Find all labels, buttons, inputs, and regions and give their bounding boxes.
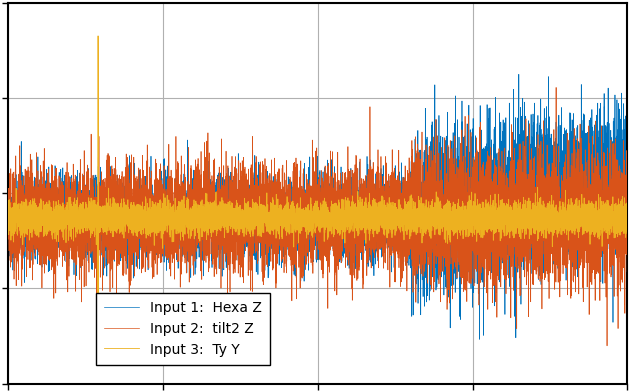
Input 3:  Ty Y: (1e+04, -0.0114): Ty Y: (1e+04, -0.0114) xyxy=(623,218,630,222)
Input 1:  Hexa Z: (45, -0.0864): Hexa Z: (45, -0.0864) xyxy=(8,230,15,235)
Input 2:  tilt2 Z: (598, 0.0432): tilt2 Z: (598, 0.0432) xyxy=(42,209,49,213)
Line: Input 3:  Ty Y: Input 3: Ty Y xyxy=(8,36,627,342)
Input 2:  tilt2 Z: (9.47e+03, -0.205): tilt2 Z: (9.47e+03, -0.205) xyxy=(591,250,598,254)
Input 1:  Hexa Z: (1.96e+03, -0.00659): Hexa Z: (1.96e+03, -0.00659) xyxy=(126,217,134,221)
Input 1:  Hexa Z: (9.47e+03, 0.559): Hexa Z: (9.47e+03, 0.559) xyxy=(591,123,598,128)
Input 1:  Hexa Z: (414, 0.0399): Hexa Z: (414, 0.0399) xyxy=(30,209,38,214)
Input 3:  Ty Y: (1.96e+03, -6.13e-05): Ty Y: (1.96e+03, -6.13e-05) xyxy=(126,216,134,220)
Input 1:  Hexa Z: (0, 0.0596): Hexa Z: (0, 0.0596) xyxy=(4,206,12,211)
Input 3:  Ty Y: (414, -0.0454): Ty Y: (414, -0.0454) xyxy=(30,223,38,228)
Input 2:  tilt2 Z: (0, -0.102): tilt2 Z: (0, -0.102) xyxy=(4,232,12,237)
Input 3:  Ty Y: (1.45e+03, -0.75): Ty Y: (1.45e+03, -0.75) xyxy=(94,340,102,345)
Input 2:  tilt2 Z: (414, 0.000537): tilt2 Z: (414, 0.000537) xyxy=(30,216,38,220)
Input 1:  Hexa Z: (8.25e+03, 0.868): Hexa Z: (8.25e+03, 0.868) xyxy=(515,72,522,77)
Input 2:  tilt2 Z: (4.89e+03, 0.195): tilt2 Z: (4.89e+03, 0.195) xyxy=(307,183,314,188)
Input 2:  tilt2 Z: (8.85e+03, 0.788): tilt2 Z: (8.85e+03, 0.788) xyxy=(553,85,560,90)
Input 3:  Ty Y: (4.89e+03, -0.0357): Ty Y: (4.89e+03, -0.0357) xyxy=(307,221,315,226)
Input 2:  tilt2 Z: (45, 0.018): tilt2 Z: (45, 0.018) xyxy=(8,213,15,218)
Legend: Input 1:  Hexa Z, Input 2:  tilt2 Z, Input 3:  Ty Y: Input 1: Hexa Z, Input 2: tilt2 Z, Input… xyxy=(96,293,270,365)
Input 3:  Ty Y: (0, 0.0174): Ty Y: (0, 0.0174) xyxy=(4,213,12,218)
Input 3:  Ty Y: (9.47e+03, 0.0353): Ty Y: (9.47e+03, 0.0353) xyxy=(591,210,598,214)
Line: Input 1:  Hexa Z: Input 1: Hexa Z xyxy=(8,74,627,339)
Input 2:  tilt2 Z: (1e+04, -0.324): tilt2 Z: (1e+04, -0.324) xyxy=(623,269,630,274)
Line: Input 2:  tilt2 Z: Input 2: tilt2 Z xyxy=(8,87,627,346)
Input 3:  Ty Y: (1.45e+03, 1.1): Ty Y: (1.45e+03, 1.1) xyxy=(94,34,102,38)
Input 2:  tilt2 Z: (1.96e+03, 0.00267): tilt2 Z: (1.96e+03, 0.00267) xyxy=(126,215,134,220)
Input 1:  Hexa Z: (1e+04, 0.392): Hexa Z: (1e+04, 0.392) xyxy=(623,151,630,156)
Input 1:  Hexa Z: (7.61e+03, -0.732): Hexa Z: (7.61e+03, -0.732) xyxy=(476,337,483,342)
Input 1:  Hexa Z: (4.89e+03, 0.0273): Hexa Z: (4.89e+03, 0.0273) xyxy=(307,211,314,216)
Input 1:  Hexa Z: (598, -0.0533): Hexa Z: (598, -0.0533) xyxy=(42,225,49,229)
Input 2:  tilt2 Z: (9.67e+03, -0.771): tilt2 Z: (9.67e+03, -0.771) xyxy=(604,343,611,348)
Input 3:  Ty Y: (598, -0.0113): Ty Y: (598, -0.0113) xyxy=(42,218,49,222)
Input 3:  Ty Y: (45, 0.0474): Ty Y: (45, 0.0474) xyxy=(8,208,15,212)
